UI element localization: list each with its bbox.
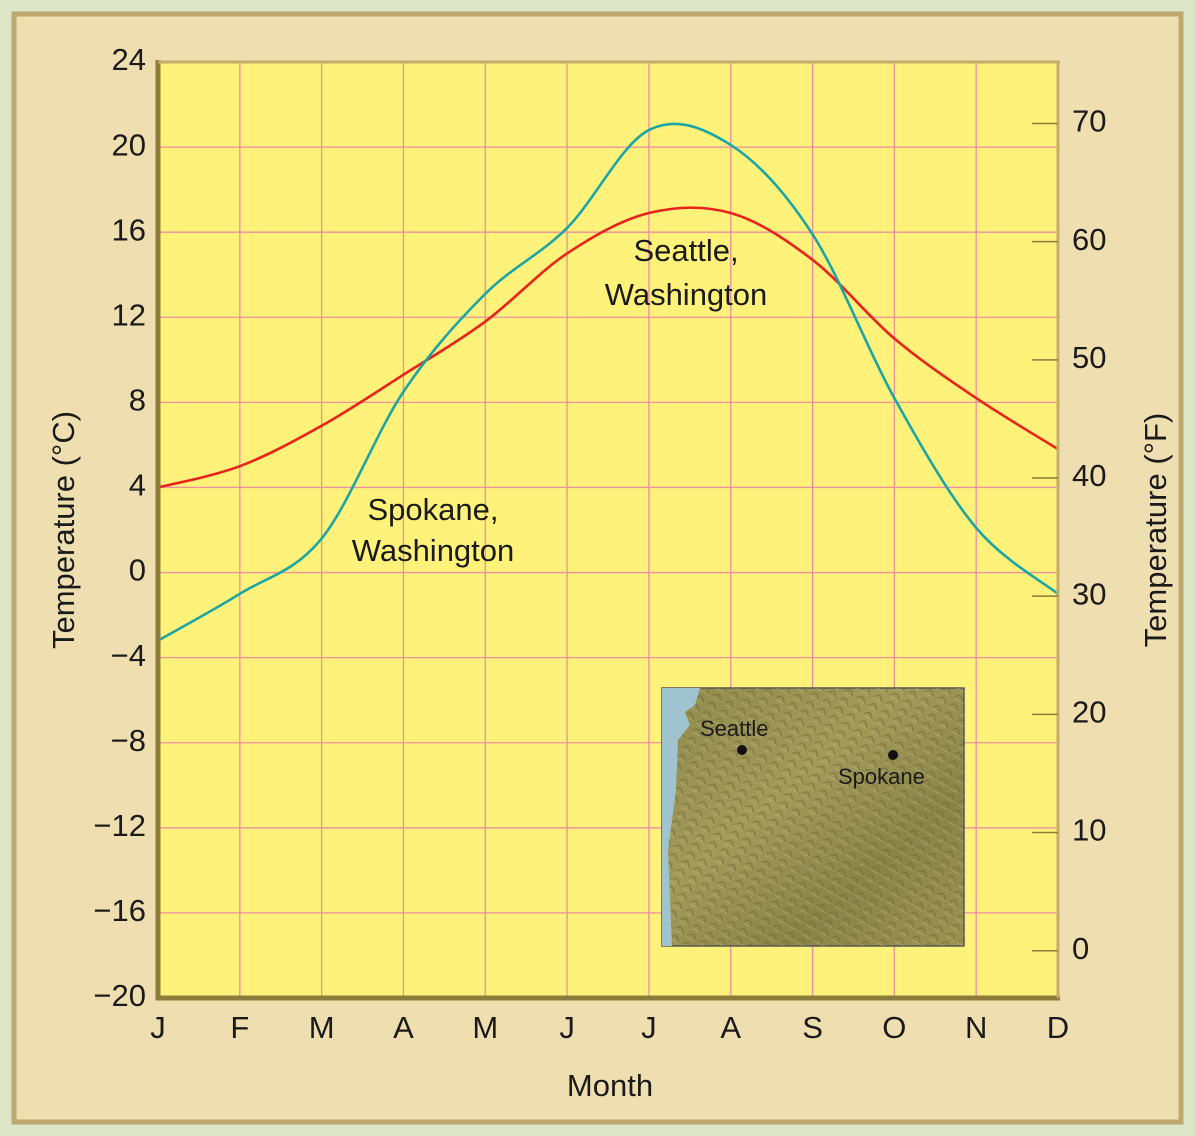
y-tick-label: −4 (111, 638, 146, 673)
y2-tick-label: 0 (1072, 931, 1089, 966)
x-tick-label: J (641, 1010, 657, 1045)
map-label: Spokane (838, 764, 925, 789)
y-tick-label: −20 (93, 978, 146, 1013)
y2-tick-label: 70 (1072, 104, 1106, 139)
x-tick-label: M (472, 1010, 498, 1045)
y-tick-label: −16 (93, 893, 146, 928)
annotation: Washington (352, 533, 515, 568)
y2-tick-label: 10 (1072, 813, 1106, 848)
y2-axis-title: Temperature (°F) (1138, 413, 1173, 648)
y2-tick-label: 50 (1072, 340, 1106, 375)
x-tick-label: J (150, 1010, 166, 1045)
x-axis-title: Month (567, 1068, 653, 1103)
annotation: Washington (605, 277, 768, 312)
y-tick-label: 24 (112, 42, 146, 77)
y-tick-label: 4 (129, 468, 146, 503)
chart: Seattle Spokane Month Temperature (°C) T… (0, 0, 1195, 1136)
y2-tick-label: 40 (1072, 458, 1106, 493)
y2-tick-label: 30 (1072, 576, 1106, 611)
inset-map: Seattle Spokane (662, 688, 964, 946)
page: Seattle Spokane Month Temperature (°C) T… (0, 0, 1195, 1136)
y-tick-label: 0 (129, 553, 146, 588)
y-tick-label: 16 (112, 212, 146, 247)
x-tick-label: N (965, 1010, 987, 1045)
y-tick-label: 20 (112, 127, 146, 162)
map-dot (888, 750, 898, 760)
y-tick-label: −8 (111, 723, 146, 758)
x-tick-label: A (720, 1010, 741, 1045)
annotation: Seattle, (633, 233, 738, 268)
y-axis-title: Temperature (°C) (46, 411, 81, 649)
map-label: Seattle (700, 716, 769, 741)
y2-tick-label: 60 (1072, 222, 1106, 257)
y-tick-label: 12 (112, 297, 146, 332)
y-tick-label: 8 (129, 383, 146, 418)
x-tick-label: O (882, 1010, 906, 1045)
x-tick-label: M (309, 1010, 335, 1045)
y-tick-label: −12 (93, 808, 146, 843)
annotation: Spokane, (368, 492, 499, 527)
y2-tick-label: 20 (1072, 695, 1106, 730)
x-tick-label: F (230, 1010, 249, 1045)
map-dot (737, 745, 747, 755)
x-tick-label: J (559, 1010, 575, 1045)
x-tick-label: D (1047, 1010, 1069, 1045)
x-tick-label: S (802, 1010, 823, 1045)
x-tick-label: A (393, 1010, 414, 1045)
